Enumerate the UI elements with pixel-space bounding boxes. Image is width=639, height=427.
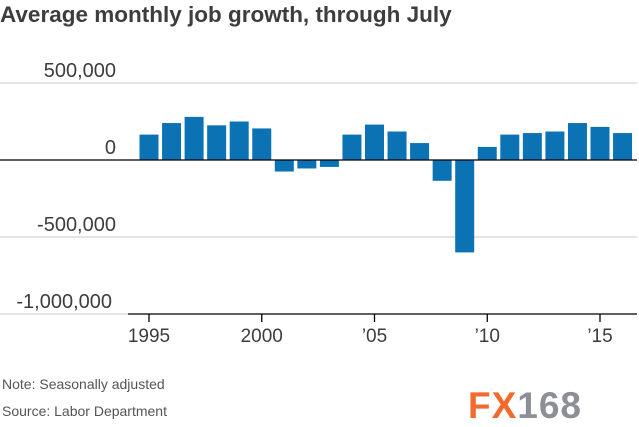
- x-tick-label: 2000: [241, 326, 283, 347]
- bar-1998: [207, 125, 227, 160]
- bar-2000: [252, 128, 272, 160]
- x-tick-label: ’15: [587, 326, 612, 347]
- bar-2013: [545, 131, 565, 160]
- bar-1997: [184, 116, 204, 160]
- y-tick-label: -1,000,000: [16, 291, 112, 313]
- bar-2001: [274, 160, 294, 172]
- y-tick-label: 500,000: [44, 60, 116, 82]
- bar-2009: [455, 160, 475, 253]
- bar-2004: [342, 134, 362, 160]
- watermark-part2: 168: [517, 385, 583, 426]
- watermark-logo: FX168: [468, 385, 582, 427]
- chart-note: Note: Seasonally adjusted: [2, 376, 165, 392]
- bar-2003: [319, 160, 339, 167]
- x-tick-label: ’10: [475, 326, 500, 347]
- chart-source: Source: Labor Department: [2, 403, 167, 419]
- y-tick-label: -500,000: [37, 214, 116, 236]
- bar-2012: [522, 133, 542, 160]
- bar-2008: [432, 160, 452, 181]
- bars: [139, 116, 633, 253]
- bar-2014: [567, 123, 587, 160]
- chart-title: Average monthly job growth, through July: [0, 2, 452, 27]
- bar-2011: [500, 134, 520, 160]
- bar-2015: [590, 126, 610, 160]
- y-tick-label: 0: [105, 137, 116, 159]
- tick-labels: 1995 2000 ’05 ’10 ’15 500,000 0 -500,000 -1,000,…: [16, 60, 612, 347]
- bar-2002: [297, 160, 317, 169]
- bar-2010: [477, 146, 497, 160]
- bar-1999: [229, 121, 249, 160]
- bar-2007: [410, 143, 430, 160]
- bar-2016: [613, 133, 633, 160]
- watermark-part1: FX: [468, 385, 518, 426]
- axes: [0, 159, 637, 322]
- bar-2006: [387, 131, 407, 160]
- bar-1995: [139, 134, 159, 160]
- x-tick-label: 1995: [128, 326, 170, 347]
- bar-2005: [365, 124, 384, 160]
- gridlines: [0, 82, 637, 315]
- bar-1996: [162, 123, 182, 160]
- x-tick-label: ’05: [362, 326, 387, 347]
